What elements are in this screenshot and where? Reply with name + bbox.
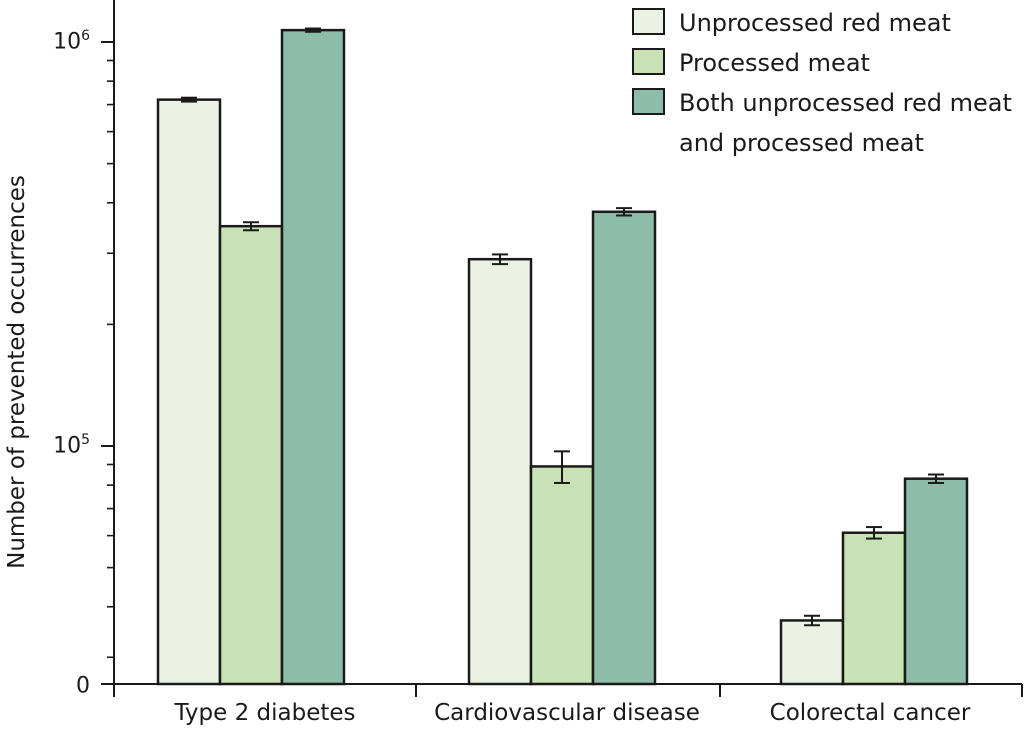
y-tick-label-1e5: 105 bbox=[53, 432, 90, 459]
bar-colorectal-cancer-unprocessed-red-meat bbox=[779, 619, 845, 686]
legend-label-processed-meat: Processed meat bbox=[679, 49, 870, 77]
legend-item-both: Both unprocessed red meat and processed … bbox=[632, 82, 1024, 162]
bar-type-2-diabetes-unprocessed-red-meat bbox=[156, 98, 222, 686]
bar-colorectal-cancer-processed-meat bbox=[841, 531, 907, 686]
x-category-label-cardiovascular-disease: Cardiovascular disease bbox=[434, 700, 700, 726]
bar-cardiovascular-disease-unprocessed-red-meat bbox=[467, 257, 533, 686]
bar-cardiovascular-disease-processed-meat bbox=[529, 465, 595, 686]
bar-colorectal-cancer-both bbox=[903, 477, 969, 686]
x-category-label-type-2-diabetes: Type 2 diabetes bbox=[174, 700, 356, 726]
legend-label-both: Both unprocessed red meat and processed … bbox=[679, 89, 1012, 157]
bar-type-2-diabetes-processed-meat bbox=[218, 224, 284, 686]
y-axis-label: Number of prevented occurrences bbox=[4, 175, 30, 569]
legend-item-unprocessed-red-meat: Unprocessed red meat bbox=[632, 2, 1024, 42]
y-tick-label-1e6: 106 bbox=[53, 28, 90, 55]
x-category-label-colorectal-cancer: Colorectal cancer bbox=[769, 700, 971, 726]
legend-swatch-both bbox=[632, 88, 665, 115]
legend: Unprocessed red meat Processed meat Both… bbox=[632, 2, 1024, 162]
bar-cardiovascular-disease-both bbox=[591, 210, 657, 686]
y-tick-label-0: 0 bbox=[76, 673, 90, 699]
legend-item-processed-meat: Processed meat bbox=[632, 42, 1024, 82]
bar-type-2-diabetes-both bbox=[280, 28, 346, 686]
legend-swatch-unprocessed-red-meat bbox=[632, 8, 665, 35]
legend-label-unprocessed-red-meat: Unprocessed red meat bbox=[679, 9, 951, 37]
legend-swatch-processed-meat bbox=[632, 48, 665, 75]
